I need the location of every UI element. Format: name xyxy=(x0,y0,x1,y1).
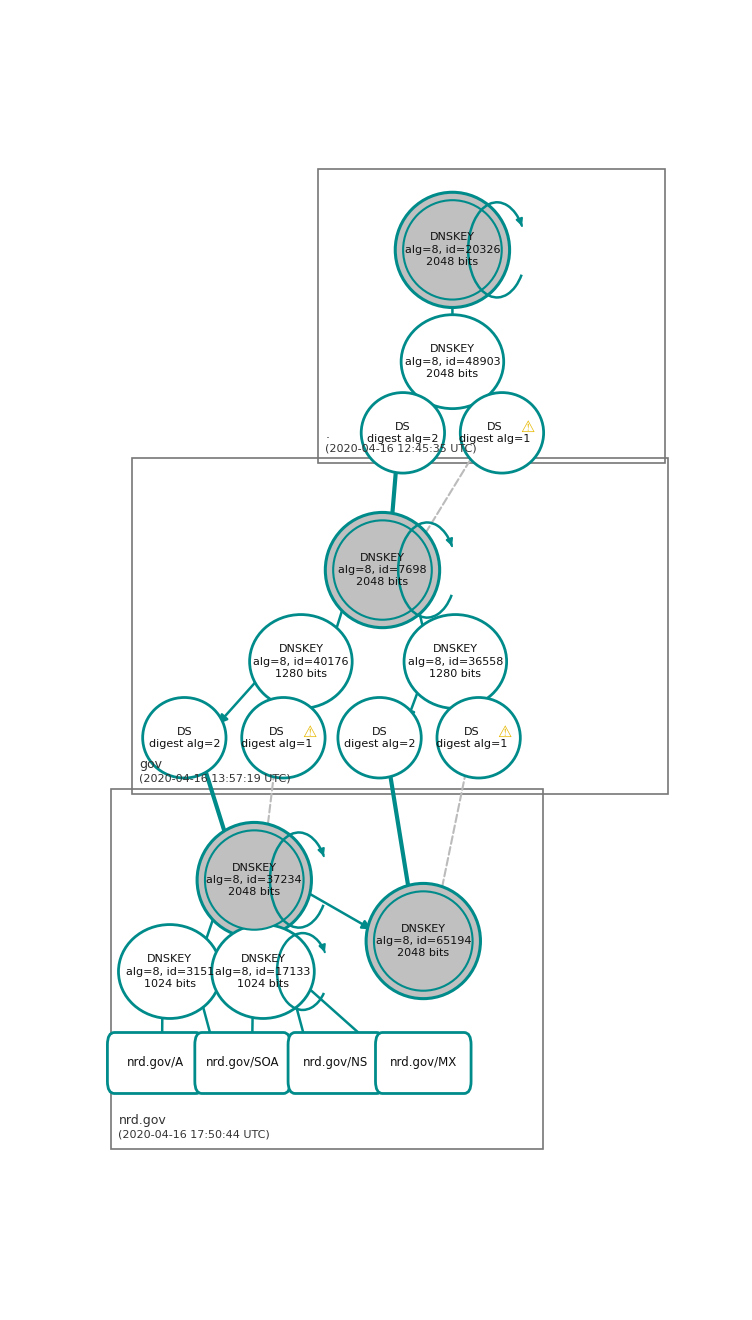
Text: DS
digest alg=2: DS digest alg=2 xyxy=(149,726,220,748)
FancyBboxPatch shape xyxy=(108,1032,203,1093)
Ellipse shape xyxy=(333,520,432,619)
Text: (2020-04-16 13:57:19 UTC): (2020-04-16 13:57:19 UTC) xyxy=(139,774,290,784)
Text: DNSKEY
alg=8, id=36558
1280 bits: DNSKEY alg=8, id=36558 1280 bits xyxy=(408,644,503,678)
Text: .: . xyxy=(326,428,329,441)
Text: DNSKEY
alg=8, id=3151
1024 bits: DNSKEY alg=8, id=3151 1024 bits xyxy=(126,954,214,989)
Ellipse shape xyxy=(460,392,544,473)
Text: ⚠: ⚠ xyxy=(497,725,511,739)
Ellipse shape xyxy=(361,392,444,473)
Text: DNSKEY
alg=8, id=37234
2048 bits: DNSKEY alg=8, id=37234 2048 bits xyxy=(207,863,302,898)
Text: DNSKEY
alg=8, id=48903
2048 bits: DNSKEY alg=8, id=48903 2048 bits xyxy=(405,345,500,379)
Text: nrd.gov/A: nrd.gov/A xyxy=(126,1056,183,1069)
Text: ⚠: ⚠ xyxy=(520,420,535,434)
Ellipse shape xyxy=(366,883,481,999)
Ellipse shape xyxy=(437,697,520,777)
Ellipse shape xyxy=(404,615,507,709)
Text: DS
digest alg=2: DS digest alg=2 xyxy=(344,726,415,748)
Text: DS
digest alg=1: DS digest alg=1 xyxy=(241,726,312,748)
Ellipse shape xyxy=(396,193,510,308)
Ellipse shape xyxy=(241,697,325,777)
Ellipse shape xyxy=(403,201,502,300)
Ellipse shape xyxy=(212,924,314,1019)
Ellipse shape xyxy=(205,830,304,929)
Ellipse shape xyxy=(326,512,440,627)
Text: gov: gov xyxy=(139,758,162,771)
Text: DNSKEY
alg=8, id=7698
2048 bits: DNSKEY alg=8, id=7698 2048 bits xyxy=(338,553,427,587)
Text: nrd.gov/SOA: nrd.gov/SOA xyxy=(206,1056,279,1069)
Text: DNSKEY
alg=8, id=40176
1280 bits: DNSKEY alg=8, id=40176 1280 bits xyxy=(253,644,349,678)
Text: nrd.gov/NS: nrd.gov/NS xyxy=(303,1056,368,1069)
FancyBboxPatch shape xyxy=(195,1032,290,1093)
Text: DNSKEY
alg=8, id=20326
2048 bits: DNSKEY alg=8, id=20326 2048 bits xyxy=(405,232,500,267)
Text: (2020-04-16 17:50:44 UTC): (2020-04-16 17:50:44 UTC) xyxy=(119,1129,270,1139)
Ellipse shape xyxy=(250,615,352,709)
Text: DS
digest alg=2: DS digest alg=2 xyxy=(367,421,438,444)
Text: nrd.gov/MX: nrd.gov/MX xyxy=(390,1056,457,1069)
Ellipse shape xyxy=(401,314,504,409)
Ellipse shape xyxy=(119,924,221,1019)
Text: DS
digest alg=1: DS digest alg=1 xyxy=(459,421,531,444)
FancyBboxPatch shape xyxy=(288,1032,384,1093)
Text: DNSKEY
alg=8, id=17133
1024 bits: DNSKEY alg=8, id=17133 1024 bits xyxy=(215,954,311,989)
Text: DS
digest alg=1: DS digest alg=1 xyxy=(436,726,508,748)
Text: DNSKEY
alg=8, id=65194
2048 bits: DNSKEY alg=8, id=65194 2048 bits xyxy=(375,924,471,958)
Ellipse shape xyxy=(143,697,226,777)
Ellipse shape xyxy=(338,697,421,777)
Text: ⚠: ⚠ xyxy=(302,725,317,739)
Ellipse shape xyxy=(197,822,311,937)
Text: (2020-04-16 12:45:35 UTC): (2020-04-16 12:45:35 UTC) xyxy=(326,444,477,453)
Text: nrd.gov: nrd.gov xyxy=(119,1114,166,1127)
FancyBboxPatch shape xyxy=(375,1032,471,1093)
Ellipse shape xyxy=(374,891,472,991)
